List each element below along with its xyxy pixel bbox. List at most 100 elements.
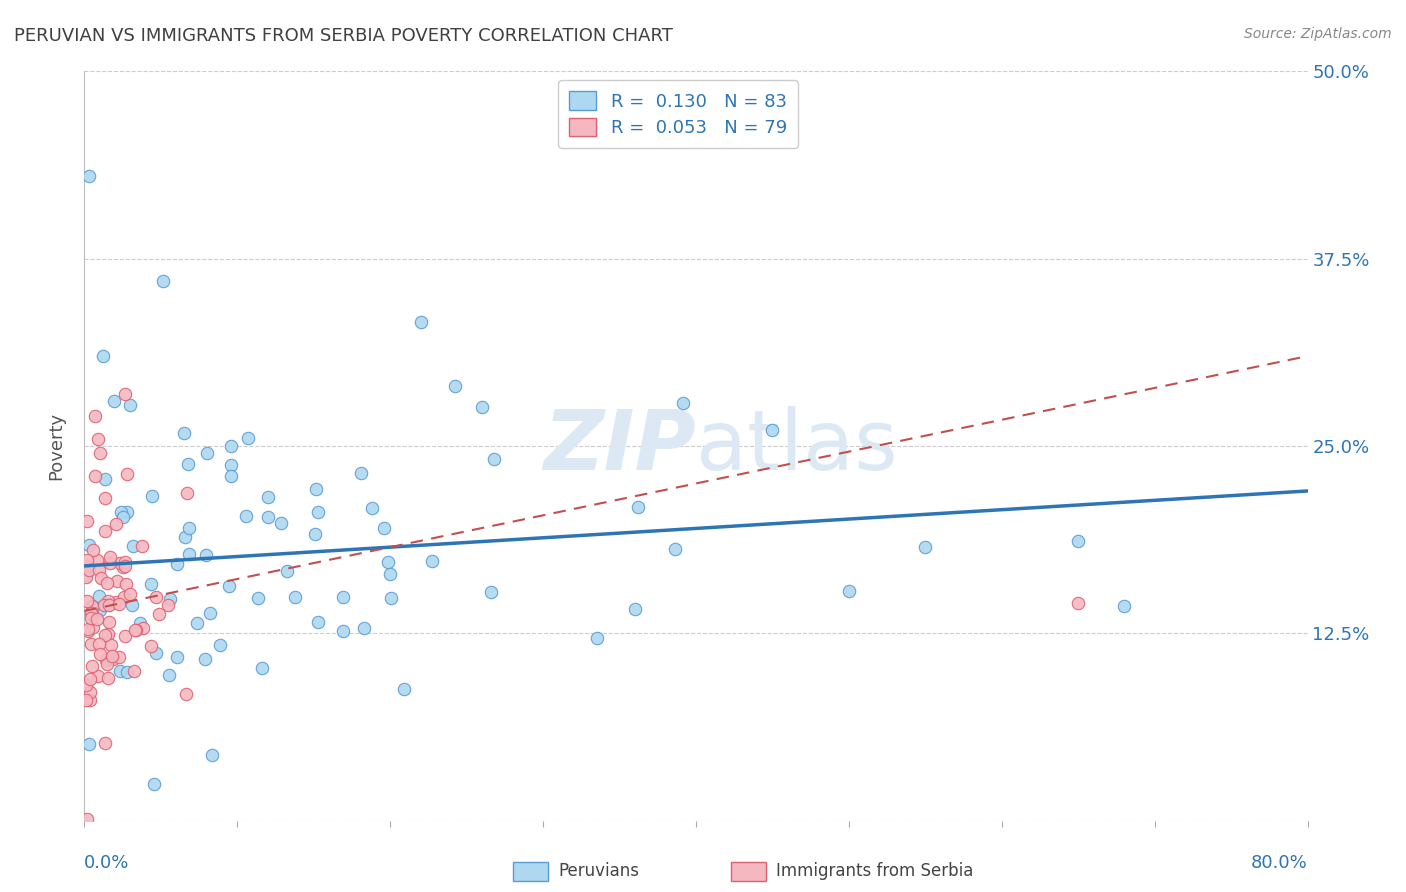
Point xyxy=(350,466,373,480)
Point xyxy=(307,505,329,519)
Point xyxy=(104,517,127,532)
Point xyxy=(100,638,122,652)
Point xyxy=(118,398,141,412)
Point xyxy=(86,553,108,567)
Point xyxy=(284,590,307,604)
Point xyxy=(84,469,107,483)
Point xyxy=(276,564,298,578)
Point xyxy=(94,524,117,538)
Point xyxy=(304,526,326,541)
Point xyxy=(159,591,181,606)
Point xyxy=(124,624,146,638)
Point xyxy=(110,505,132,519)
Point xyxy=(380,591,402,605)
Point xyxy=(80,637,103,651)
Text: 80.0%: 80.0% xyxy=(1251,855,1308,872)
Point xyxy=(152,274,174,288)
Point xyxy=(108,556,131,570)
Point xyxy=(94,736,117,750)
Point xyxy=(157,668,180,682)
Point xyxy=(101,651,124,665)
Point xyxy=(75,568,97,582)
Point xyxy=(148,607,170,621)
Point xyxy=(444,379,467,393)
Point xyxy=(145,590,167,604)
Point xyxy=(80,610,103,624)
Point xyxy=(114,555,136,569)
Point xyxy=(118,587,141,601)
Point xyxy=(176,485,198,500)
Point xyxy=(108,597,131,611)
Point xyxy=(122,539,145,553)
Y-axis label: Poverty: Poverty xyxy=(48,412,66,480)
Point xyxy=(77,563,100,577)
Point xyxy=(89,603,111,617)
Point xyxy=(89,446,111,460)
Point xyxy=(76,812,98,826)
Point xyxy=(75,693,97,707)
Text: 0.0%: 0.0% xyxy=(84,855,129,872)
Point xyxy=(94,628,117,642)
Point xyxy=(76,514,98,528)
Text: ZIP: ZIP xyxy=(543,406,696,486)
Point xyxy=(108,649,131,664)
Point xyxy=(87,432,110,446)
Point xyxy=(377,555,399,569)
Text: Immigrants from Serbia: Immigrants from Serbia xyxy=(776,863,973,880)
Point xyxy=(142,777,165,791)
Point xyxy=(76,553,98,567)
Point xyxy=(76,593,98,607)
Point xyxy=(360,501,382,516)
Point xyxy=(236,431,259,445)
Point xyxy=(195,446,218,460)
Point xyxy=(112,590,135,604)
Text: Peruvians: Peruvians xyxy=(558,863,640,880)
Point xyxy=(145,646,167,660)
Point xyxy=(177,547,200,561)
Point xyxy=(89,648,111,662)
Point xyxy=(252,660,274,674)
Point xyxy=(420,554,443,568)
Text: PERUVIAN VS IMMIGRANTS FROM SERBIA POVERTY CORRELATION CHART: PERUVIAN VS IMMIGRANTS FROM SERBIA POVER… xyxy=(14,27,673,45)
Point xyxy=(75,570,97,584)
Point xyxy=(80,606,103,620)
Point xyxy=(173,426,195,441)
Point xyxy=(139,576,162,591)
Point xyxy=(409,315,432,329)
Point xyxy=(79,685,101,699)
Point xyxy=(105,595,128,609)
Point xyxy=(114,558,136,573)
Point xyxy=(82,599,104,613)
Point xyxy=(97,615,120,629)
Point xyxy=(1114,599,1136,614)
Point xyxy=(97,671,120,685)
Point xyxy=(195,549,218,563)
Point xyxy=(209,638,232,652)
Point xyxy=(305,483,328,497)
Point xyxy=(174,530,197,544)
Point xyxy=(177,521,200,535)
Point xyxy=(89,636,111,650)
Point xyxy=(156,598,179,612)
Text: atlas: atlas xyxy=(696,406,897,486)
Point xyxy=(627,500,650,515)
Point xyxy=(838,584,860,599)
Point xyxy=(332,624,354,638)
Point xyxy=(484,452,506,467)
Point xyxy=(221,439,243,453)
Point xyxy=(98,598,121,612)
Point xyxy=(112,560,135,574)
Point xyxy=(586,631,609,645)
Point xyxy=(97,594,120,608)
Point xyxy=(125,624,148,638)
Point xyxy=(219,469,242,483)
Point xyxy=(114,576,136,591)
Point xyxy=(914,540,936,554)
Point xyxy=(77,737,100,751)
Point xyxy=(166,557,188,571)
Point xyxy=(76,559,98,574)
Point xyxy=(77,622,100,636)
Point xyxy=(77,538,100,552)
Point xyxy=(115,505,138,519)
Point xyxy=(307,615,329,630)
